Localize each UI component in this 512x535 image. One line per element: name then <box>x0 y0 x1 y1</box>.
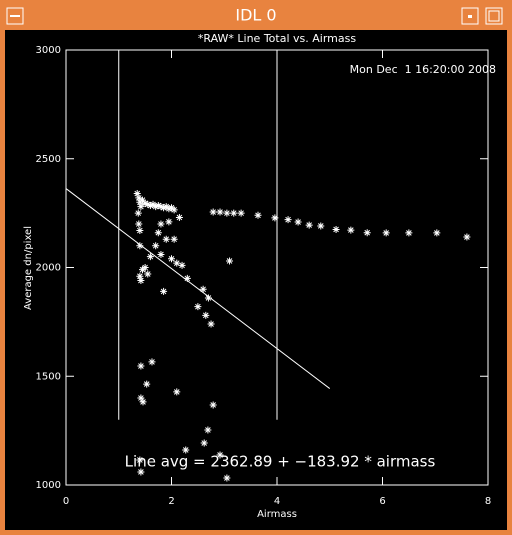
point <box>170 206 178 214</box>
maximize-icon <box>488 10 500 22</box>
point <box>157 203 165 211</box>
point <box>178 261 186 269</box>
point <box>154 202 162 210</box>
point <box>134 209 142 217</box>
point <box>207 320 215 328</box>
point <box>433 229 441 237</box>
point <box>194 303 202 311</box>
point <box>209 208 217 216</box>
point <box>294 218 302 226</box>
point <box>170 235 178 243</box>
point <box>137 362 145 370</box>
point <box>136 242 144 250</box>
x-tick-label: 4 <box>274 496 280 507</box>
point <box>382 229 390 237</box>
point <box>137 277 145 285</box>
point <box>139 398 147 406</box>
point <box>144 270 152 278</box>
point <box>157 220 165 228</box>
point <box>271 214 279 222</box>
point <box>136 456 144 464</box>
point <box>237 209 245 217</box>
point <box>146 202 154 210</box>
point <box>165 205 173 213</box>
point <box>223 209 231 217</box>
point <box>254 211 262 219</box>
point <box>165 218 173 226</box>
point <box>137 468 145 476</box>
point <box>162 235 170 243</box>
point <box>152 203 160 211</box>
point <box>135 194 143 202</box>
point <box>182 446 190 454</box>
point <box>175 213 183 221</box>
fit-line <box>65 188 331 389</box>
point <box>173 388 181 396</box>
point <box>148 358 156 366</box>
point <box>405 229 413 237</box>
x-tick-label: 8 <box>485 496 491 507</box>
point <box>216 451 224 459</box>
point <box>202 311 210 319</box>
fit-annotation: Line avg = 2362.89 + −183.92 * airmass <box>125 453 436 471</box>
point <box>133 190 141 198</box>
x-tick-label: 6 <box>379 496 385 507</box>
point <box>154 229 162 237</box>
point <box>160 287 168 295</box>
point <box>226 257 234 265</box>
y-tick-label: 1500 <box>36 371 61 382</box>
point <box>463 233 471 241</box>
point <box>160 204 168 212</box>
chart-title: *RAW* Line Total vs. Airmass <box>198 32 356 45</box>
point <box>144 200 152 208</box>
point <box>157 250 165 258</box>
point <box>216 208 224 216</box>
point <box>230 209 238 217</box>
point <box>332 225 340 233</box>
y-axis-label: Average dn/pixel <box>23 226 34 310</box>
x-axis-label: Airmass <box>257 509 297 520</box>
timestamp: Mon Dec 1 16:20:00 2008 <box>350 63 496 76</box>
point <box>305 221 313 229</box>
point <box>152 242 160 250</box>
point <box>173 259 181 267</box>
point <box>347 226 355 234</box>
point <box>183 274 191 282</box>
point <box>141 199 149 207</box>
point <box>136 227 144 235</box>
point <box>137 203 145 211</box>
point <box>204 294 212 302</box>
y-tick-label: 3000 <box>36 45 61 56</box>
x-tick-label: 2 <box>168 496 174 507</box>
point <box>135 220 143 228</box>
plot-canvas <box>5 30 507 530</box>
point <box>209 401 217 409</box>
y-tick-label: 2000 <box>36 263 61 274</box>
point <box>168 255 175 263</box>
window-title: IDL 0 <box>235 6 276 25</box>
point <box>141 264 149 271</box>
y-tick-label: 2500 <box>36 154 61 165</box>
point <box>143 380 151 388</box>
x-tick-label: 0 <box>63 496 69 507</box>
point <box>363 229 371 237</box>
point <box>223 474 231 482</box>
point <box>146 253 154 261</box>
maximize-button[interactable] <box>485 7 503 25</box>
point <box>137 394 145 402</box>
point <box>204 426 212 434</box>
point <box>138 196 146 204</box>
point <box>200 439 208 447</box>
point <box>317 222 325 230</box>
point <box>284 216 292 224</box>
point <box>199 285 207 293</box>
y-tick-label: 1000 <box>36 480 61 491</box>
minimize-icon <box>468 15 472 18</box>
point <box>136 272 144 280</box>
